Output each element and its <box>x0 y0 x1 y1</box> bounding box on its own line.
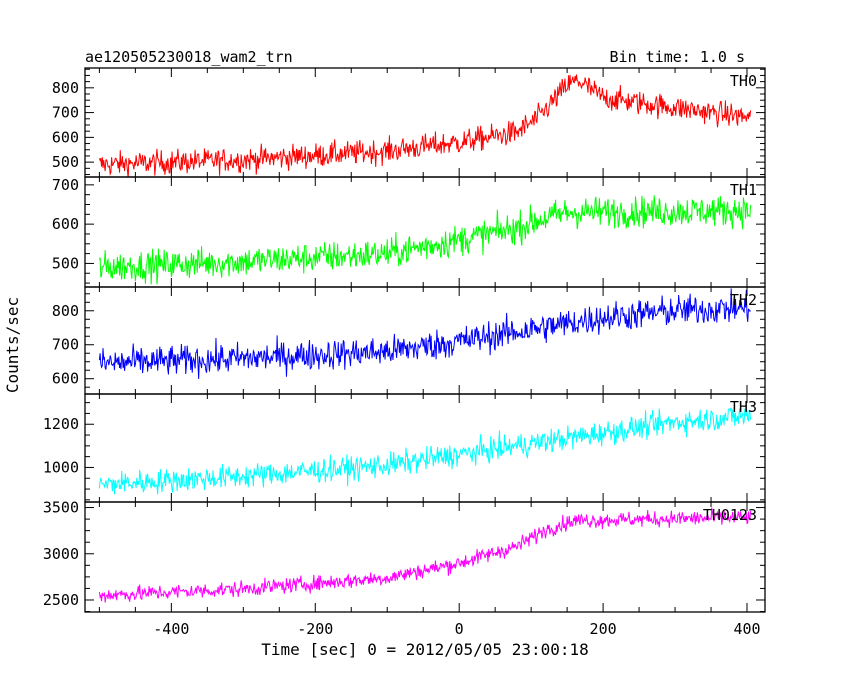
y-tick-label: 500 <box>52 254 79 272</box>
y-tick-label: 800 <box>52 79 79 97</box>
panel-label-th0: TH0 <box>730 72 757 90</box>
y-tick-label: 600 <box>52 128 79 146</box>
y-tick-label: 600 <box>52 215 79 233</box>
y-tick-label: 800 <box>52 302 79 320</box>
panel-th0123: 2500 3000 3500 TH0123 <box>43 499 766 613</box>
series-line-th0 <box>98 74 752 177</box>
panels-group: 500 600 700 800 TH0 500 600 700 TH1 600 700 800 TH2 1… <box>43 67 766 613</box>
bin-time-label: Bin time: 1.0 s <box>610 48 745 66</box>
panel-frame <box>84 67 766 178</box>
x-axis: -400 -200 0 200 400 <box>153 620 760 638</box>
series-line-th3 <box>98 407 752 495</box>
y-tick-label: 1000 <box>43 458 79 476</box>
x-tick-label: 400 <box>733 620 760 638</box>
panel-label-th0123: TH0123 <box>703 506 757 524</box>
panel-frame <box>84 501 766 613</box>
series-line-th2 <box>98 288 751 379</box>
panel-th0: 500 600 700 800 TH0 <box>52 67 766 178</box>
panel-th2: 600 700 800 TH2 <box>52 286 766 395</box>
x-axis-label: Time [sec] 0 = 2012/05/05 23:00:18 <box>261 640 589 659</box>
y-tick-label: 3000 <box>43 545 79 563</box>
panel-th1: 500 600 700 TH1 <box>52 176 766 288</box>
chart-title: ae120505230018_wam2_trn <box>85 48 293 66</box>
series-line-th1 <box>98 195 752 285</box>
series-line-th0123 <box>98 507 752 603</box>
panel-label-th3: TH3 <box>730 398 757 416</box>
y-tick-label: 700 <box>52 104 79 122</box>
x-tick-label: 0 <box>455 620 464 638</box>
y-tick-label: 700 <box>52 176 79 194</box>
y-tick-label: 1200 <box>43 415 79 433</box>
y-tick-label: 3500 <box>43 499 79 517</box>
x-tick-label: 200 <box>590 620 617 638</box>
panel-label-th2: TH2 <box>730 291 757 309</box>
y-tick-label: 600 <box>52 370 79 388</box>
x-tick-label: -400 <box>153 620 189 638</box>
panel-label-th1: TH1 <box>730 181 757 199</box>
panel-th3: 1000 1200 TH3 <box>43 393 766 503</box>
y-tick-label: 700 <box>52 336 79 354</box>
y-axis-label: Counts/sec <box>3 297 22 393</box>
y-tick-label: 2500 <box>43 591 79 609</box>
y-tick-label: 500 <box>52 153 79 171</box>
x-tick-label: -200 <box>297 620 333 638</box>
